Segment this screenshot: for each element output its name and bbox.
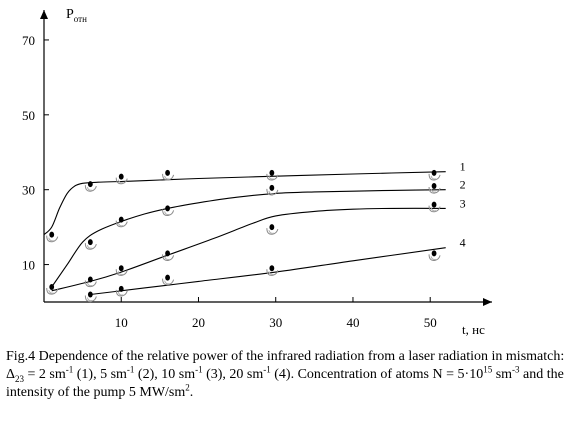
series-1-curve bbox=[43, 171, 446, 236]
series-2-point bbox=[162, 205, 175, 217]
series-1-point bbox=[115, 173, 128, 185]
y-axis-label: Pотн bbox=[66, 7, 87, 24]
series-2-point bbox=[428, 182, 441, 194]
series-1-label: 1 bbox=[460, 160, 466, 174]
x-axis-label: t, нс bbox=[462, 322, 485, 337]
series-4-label: 4 bbox=[460, 236, 466, 250]
series-4-point bbox=[162, 274, 175, 286]
series-3-point bbox=[162, 250, 175, 261]
series-3-point bbox=[84, 276, 97, 288]
x-tick-label: 20 bbox=[192, 315, 205, 330]
series-1-point bbox=[162, 169, 175, 181]
series-3-label: 3 bbox=[460, 196, 466, 210]
series-2-point bbox=[46, 284, 59, 295]
series-1-point bbox=[46, 231, 59, 243]
series-3-curve bbox=[51, 207, 446, 292]
series-1-point bbox=[266, 169, 279, 181]
series-4-point bbox=[266, 265, 279, 276]
series-4-point bbox=[84, 291, 97, 303]
y-tick-label: 50 bbox=[22, 108, 35, 123]
y-tick-label: 30 bbox=[22, 183, 35, 198]
series-2-label: 2 bbox=[460, 178, 466, 192]
series-3-point bbox=[266, 224, 279, 235]
series-4-point bbox=[428, 250, 441, 261]
series-1-point bbox=[84, 181, 97, 192]
series-4-curve bbox=[90, 247, 446, 296]
series-3-point bbox=[428, 201, 441, 213]
y-tick-label: 10 bbox=[22, 258, 35, 273]
series-2-curve bbox=[51, 189, 446, 288]
series-2-point bbox=[266, 184, 279, 196]
series-1-point bbox=[428, 169, 441, 181]
series-3-point bbox=[115, 265, 128, 276]
series-4-point bbox=[115, 285, 128, 297]
x-tick-label: 40 bbox=[346, 315, 359, 330]
x-tick-label: 50 bbox=[424, 315, 437, 330]
x-tick-label: 30 bbox=[269, 315, 282, 330]
x-tick-label: 10 bbox=[115, 315, 128, 330]
y-tick-label: 70 bbox=[22, 33, 35, 48]
series-2-point bbox=[115, 216, 128, 228]
chart: Pотн t, нс 10 20 30 40 50 10 30 50 70 1 2 3 4 bbox=[22, 7, 492, 337]
series-2-point bbox=[84, 239, 97, 250]
figure-caption: Fig.4 Dependence of the relative power o… bbox=[6, 349, 565, 400]
